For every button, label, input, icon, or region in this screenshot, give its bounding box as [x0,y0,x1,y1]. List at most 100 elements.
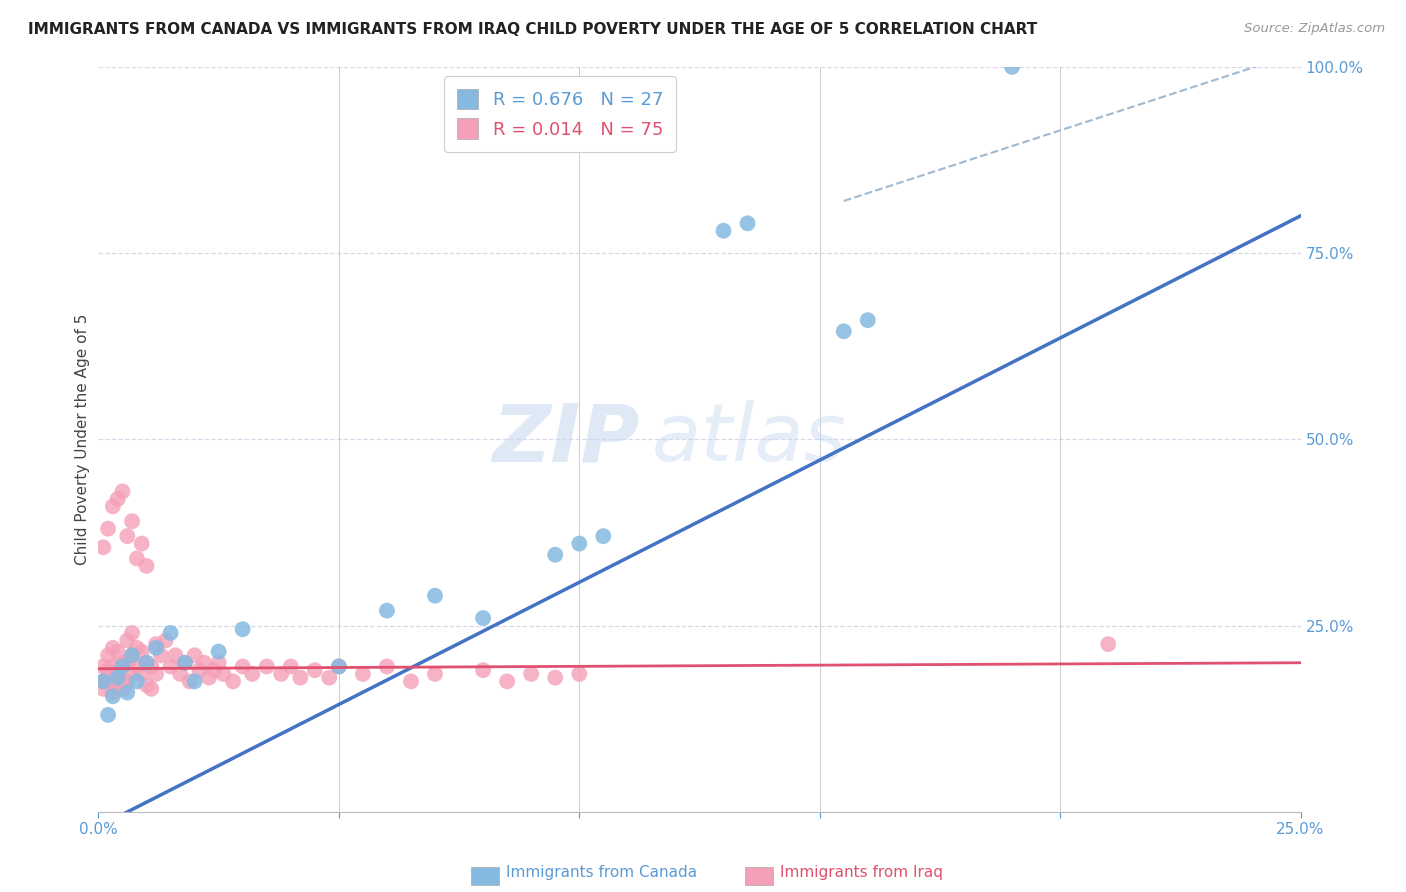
Point [256,659,278,673]
Y-axis label: Child Poverty Under the Age of 5: Child Poverty Under the Age of 5 [75,314,90,565]
Point [91,681,114,696]
Point [101,640,124,655]
Point [1001,60,1024,74]
Point [165,648,187,663]
Text: Immigrants from Canada: Immigrants from Canada [506,865,697,880]
Point [125,551,148,566]
Point [125,659,148,673]
Point [423,589,446,603]
Point [737,216,759,230]
Point [179,674,201,689]
Point [208,644,231,658]
Point [141,681,163,696]
Point [91,674,114,689]
Point [135,656,157,670]
Point [208,656,231,670]
Point [107,491,129,506]
Text: IMMIGRANTS FROM CANADA VS IMMIGRANTS FROM IRAQ CHILD POVERTY UNDER THE AGE OF 5 : IMMIGRANTS FROM CANADA VS IMMIGRANTS FRO… [28,22,1038,37]
Point [713,224,735,238]
Point [183,674,205,689]
Point [97,522,120,536]
Point [107,667,129,681]
Point [91,541,114,555]
Point [135,558,157,573]
Point [856,313,879,327]
Point [472,663,495,677]
Point [328,659,350,673]
Point [117,656,139,670]
Point [121,648,143,663]
Point [141,659,163,673]
Point [101,690,124,704]
Point [472,611,495,625]
Point [111,656,134,670]
Point [169,667,191,681]
Point [97,674,120,689]
Point [352,667,374,681]
Point [145,667,167,681]
Point [375,659,398,673]
Point [159,659,181,673]
Point [97,648,120,663]
Point [107,644,129,658]
Point [145,640,167,655]
Text: Source: ZipAtlas.com: Source: ZipAtlas.com [1244,22,1385,36]
Point [97,707,120,722]
Point [198,671,221,685]
Point [111,659,134,673]
Point [135,656,157,670]
Point [290,671,312,685]
Point [193,656,215,670]
Point [117,674,139,689]
Point [125,640,148,655]
Point [232,659,254,673]
Legend: R = 0.676   N = 27, R = 0.014   N = 75: R = 0.676 N = 27, R = 0.014 N = 75 [444,76,676,152]
Point [328,659,350,673]
Point [832,324,855,338]
Point [125,674,148,689]
Point [121,626,143,640]
Point [117,529,139,543]
Point [280,659,302,673]
Point [304,663,326,677]
Point [212,667,235,681]
Point [117,685,139,699]
Point [232,622,254,636]
Point [174,656,197,670]
Point [121,648,143,663]
Point [188,663,211,677]
Point [111,484,134,499]
Point [121,514,143,528]
Point [111,674,134,689]
Point [270,667,292,681]
Point [131,667,153,681]
Point [544,671,567,685]
Point [111,681,134,696]
Point [496,674,519,689]
Point [592,529,614,543]
Point [97,663,120,677]
Point [399,674,422,689]
Point [107,678,129,692]
Point [101,685,124,699]
Point [318,671,340,685]
Point [91,674,114,689]
Point [520,667,543,681]
Text: Immigrants from Iraq: Immigrants from Iraq [780,865,943,880]
Point [135,678,157,692]
Point [91,659,114,673]
Point [568,536,591,550]
Point [101,500,124,514]
Point [240,667,263,681]
Point [159,626,181,640]
Point [145,637,167,651]
Point [117,633,139,648]
Point [131,536,153,550]
Point [202,663,225,677]
Point [423,667,446,681]
Text: atlas: atlas [651,401,846,478]
Point [375,604,398,618]
Point [149,648,172,663]
Point [101,659,124,673]
Point [222,674,245,689]
